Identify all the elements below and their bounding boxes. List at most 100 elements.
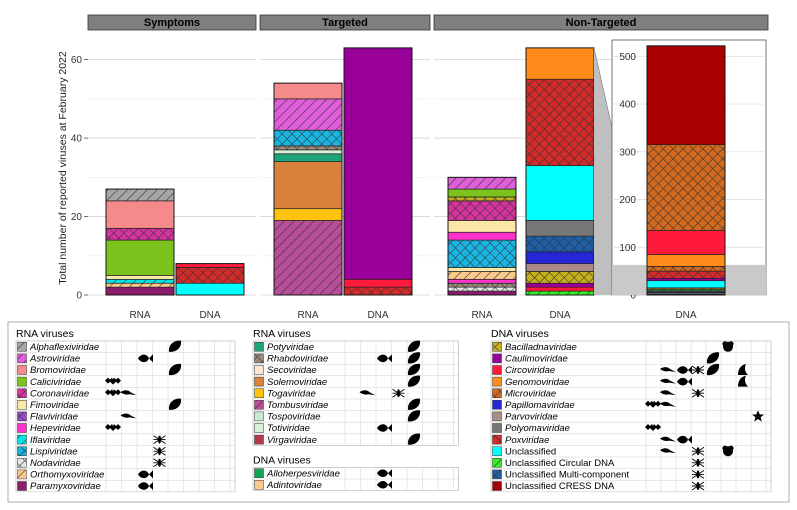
bar-segment (105, 239, 175, 276)
legend-item: Caliciviridae (16, 377, 235, 388)
legend-item: Bacilladnaviridae (491, 342, 771, 353)
inset-y-tick-label: 300 (619, 147, 636, 158)
legend-item: Bromoviridae (16, 365, 235, 376)
legend-label: Togaviridae (267, 388, 316, 399)
bar-segment (175, 282, 245, 296)
legend-swatch (17, 481, 27, 491)
bird-icon (120, 390, 137, 396)
bar-segment (646, 277, 726, 282)
bar-segment (273, 149, 343, 155)
insect-icon (392, 388, 405, 398)
bar-segment (273, 153, 343, 162)
plant-icon (168, 340, 182, 352)
bar-segment (525, 220, 595, 237)
bar-segment (447, 286, 517, 292)
legend-swatch (254, 480, 264, 490)
legend-item: Hepeviridae (16, 423, 235, 434)
bird-icon (660, 390, 676, 396)
bar-segment (525, 263, 595, 272)
bar-segment (343, 286, 413, 296)
algae-icon (722, 341, 734, 352)
legend-label: Bacilladnaviridae (505, 342, 577, 353)
bat-icon (105, 424, 121, 431)
legend-item: Solemoviridae (253, 377, 459, 388)
bar-segment (525, 290, 595, 296)
bar-segment (447, 231, 517, 241)
legend-item: Parvoviridae (491, 412, 771, 423)
bar-segment (343, 278, 413, 288)
y-tick-label: 60 (71, 55, 83, 66)
inset-y-tick-label: 200 (619, 195, 636, 206)
insect-icon (153, 446, 166, 456)
bar-segment (273, 161, 343, 210)
x-tick-label: RNA (297, 310, 318, 321)
panel-header-non-targeted: Non-Targeted (433, 14, 769, 31)
legend-label: Nodaviridae (30, 458, 81, 469)
bar-segment (525, 251, 595, 264)
legend-group-title: RNA viruses (253, 328, 311, 340)
legend-item: Alphaflexiviridae (16, 342, 235, 353)
bat-icon (105, 377, 121, 385)
legend-swatch (492, 365, 502, 375)
legend-swatch (492, 446, 502, 456)
bar-segment (525, 78, 595, 166)
y-tick-label: 40 (71, 134, 83, 145)
plot-area: 0 20 40 60 RNA DNA RNA DNA RNA DNA 0 100 200 300 400 50… (71, 39, 767, 321)
bar-segment (646, 144, 726, 231)
legend-swatch (254, 365, 264, 375)
legend-swatch (492, 423, 502, 433)
legend-group-title: DNA viruses (253, 454, 311, 466)
x-tick-label: DNA (549, 310, 570, 321)
legend-swatch (492, 400, 502, 410)
y-tick-label: 20 (71, 212, 83, 223)
bar-segment (447, 220, 517, 233)
pollen-icon (738, 375, 748, 387)
bar-outline (105, 188, 175, 296)
legend-label: Adintoviridae (266, 480, 322, 491)
bar-segment (447, 267, 517, 272)
bar-segment (447, 290, 517, 296)
bat-icon (105, 389, 121, 397)
legend-swatch (17, 365, 27, 375)
bar-segment (646, 266, 726, 272)
legend-label: Totiviridae (267, 423, 310, 434)
legend-item: Unclassified Multi-component (491, 470, 771, 481)
bird-icon (660, 367, 676, 372)
legend: RNA viruses AlphaflexiviridaeAstroviridae… (7, 321, 790, 503)
bar-segment (646, 230, 726, 255)
bat-icon (645, 400, 661, 408)
legend-item: Iflaviridae (16, 435, 235, 446)
panel-header-symptoms: Symptoms (87, 14, 257, 31)
star-icon (752, 410, 764, 422)
legend-item: Virgaviridae (253, 435, 459, 446)
bird-icon (660, 448, 676, 454)
insect-icon (691, 458, 705, 468)
bar-segment (447, 176, 517, 190)
legend-swatch (254, 468, 264, 478)
legend-label: Unclassified CRESS DNA (505, 481, 615, 492)
bar-segment (646, 270, 726, 279)
legend-item: Lispiviridae (16, 446, 235, 457)
bar-segment (105, 286, 175, 296)
bar-segment (447, 239, 517, 268)
panel-header-targeted: Targeted (259, 14, 431, 31)
legend-label: Alloherpesviridae (266, 468, 340, 479)
legend-swatch (254, 342, 264, 352)
inset-y-tick-label: 100 (619, 243, 636, 254)
bar-outline (273, 82, 343, 296)
bar-segment (525, 235, 595, 253)
plant-icon (407, 375, 421, 387)
legend-group-title: RNA viruses (16, 328, 74, 340)
bar-outline (175, 263, 245, 296)
legend-label: Caulimoviridae (505, 354, 568, 365)
insect-icon (153, 435, 166, 444)
legend-label: Tospoviridae (267, 412, 321, 423)
insect-icon (691, 365, 705, 375)
legend-item: Tombusviridae (253, 400, 459, 411)
bar-segment (646, 45, 726, 145)
legend-label: Polyomaviridae (505, 423, 570, 434)
legend-swatch (17, 400, 27, 410)
legend-label: Virgaviridae (267, 435, 317, 446)
fish-icon (138, 482, 153, 490)
legend-item: Orthomyxoviridae (16, 470, 235, 481)
